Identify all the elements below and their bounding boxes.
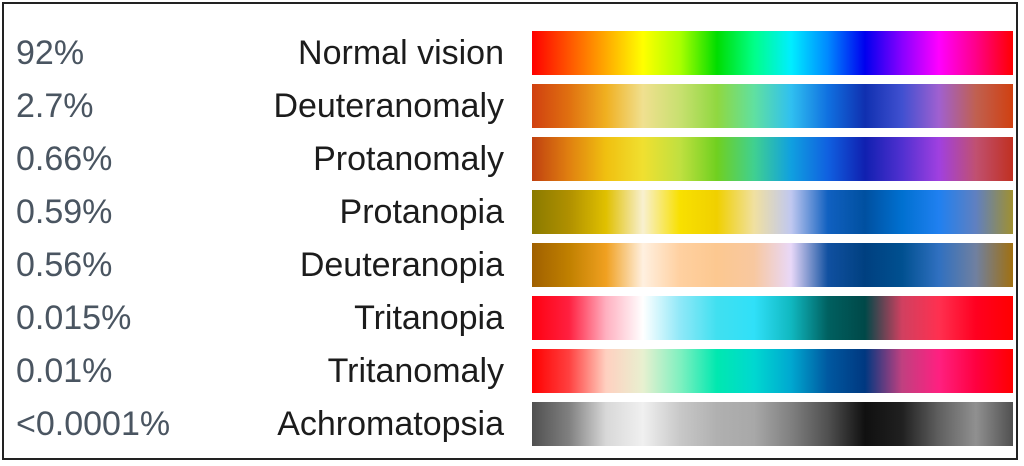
spectrum-bar	[532, 243, 1013, 287]
prevalence-percent: 92%	[16, 34, 85, 72]
spectrum-bar	[532, 84, 1013, 128]
vision-type-label: Deuteranopia	[299, 246, 504, 284]
spectrum-bar	[532, 137, 1013, 181]
prevalence-percent: <0.0001%	[16, 405, 171, 443]
vision-type-label: Tritanopia	[354, 299, 504, 337]
prevalence-percent: 0.59%	[16, 193, 113, 231]
row-tritanomaly: 0.01% Tritanomaly	[4, 348, 1016, 394]
row-protanopia: 0.59% Protanopia	[4, 189, 1016, 235]
spectrum-bar	[532, 190, 1013, 234]
prevalence-percent: 0.01%	[16, 352, 113, 390]
vision-type-label: Achromatopsia	[277, 405, 504, 443]
vision-type-label: Protanopia	[339, 193, 504, 231]
vision-type-label: Deuteranomaly	[273, 87, 504, 125]
row-achromatopsia: <0.0001% Achromatopsia	[4, 401, 1016, 447]
row-normal-vision: 92% Normal vision	[4, 30, 1016, 76]
spectrum-bar	[532, 349, 1013, 393]
spectrum-bar	[532, 296, 1013, 340]
prevalence-percent: 0.66%	[16, 140, 113, 178]
row-tritanopia: 0.015% Tritanopia	[4, 295, 1016, 341]
spectrum-bar	[532, 402, 1013, 446]
prevalence-percent: 0.015%	[16, 299, 132, 337]
vision-type-label: Protanomaly	[313, 140, 504, 178]
prevalence-percent: 2.7%	[16, 87, 94, 125]
spectrum-bar	[532, 31, 1013, 75]
row-deuteranomaly: 2.7% Deuteranomaly	[4, 83, 1016, 129]
color-vision-chart: 92% Normal vision 2.7% Deuteranomaly 0.6…	[2, 2, 1018, 460]
vision-type-label: Tritanomaly	[327, 352, 504, 390]
row-protanomaly: 0.66% Protanomaly	[4, 136, 1016, 182]
vision-type-label: Normal vision	[298, 34, 504, 72]
row-deuteranopia: 0.56% Deuteranopia	[4, 242, 1016, 288]
prevalence-percent: 0.56%	[16, 246, 113, 284]
